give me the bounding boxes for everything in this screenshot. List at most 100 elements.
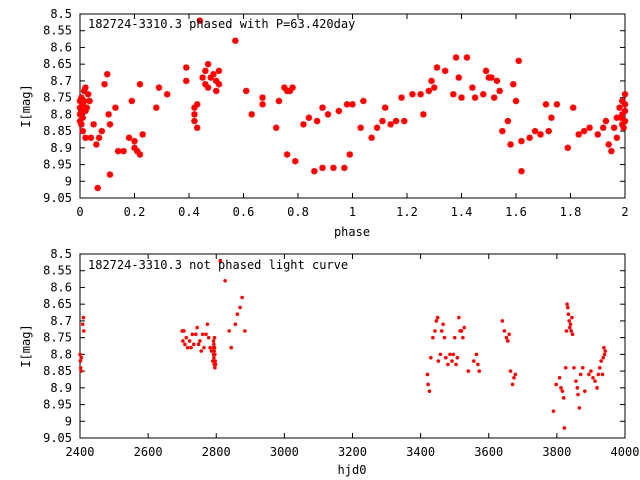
data-point [452,54,460,61]
data-point [480,91,487,98]
data-point [451,352,456,357]
data-point [568,322,573,327]
y-tick-label: 8.7 [50,314,72,328]
data-point [586,124,593,131]
data-point [324,111,332,118]
data-point [200,332,205,337]
data-point [259,101,266,108]
data-point [136,151,144,158]
x-tick-label: 1.6 [505,205,527,219]
data-point [78,365,83,370]
data-point [455,74,462,81]
data-point [198,339,202,343]
data-point [426,382,430,387]
data-point [566,312,571,317]
data-point [204,332,208,337]
data-point [93,141,100,148]
unphased-ticks [79,253,626,439]
y-tick-label: 8.5 [50,7,72,21]
data-point [593,379,597,383]
x-tick-label: 3400 [406,445,435,459]
data-point [518,137,525,145]
data-point [387,121,394,128]
data-point [493,77,501,85]
data-point [191,342,196,347]
data-point [79,369,83,373]
x-tick-label: 3800 [542,445,571,459]
data-point [454,362,458,367]
data-point [182,329,186,333]
data-point [98,127,105,135]
y-tick-label: 8.55 [43,24,72,38]
data-point [433,64,441,71]
data-point [227,329,231,333]
data-point [448,352,452,357]
data-point [617,114,625,121]
data-point [202,67,209,75]
data-point [608,147,615,155]
x-tick-label: 0.2 [124,205,146,219]
data-point [83,104,91,111]
data-point [613,134,621,141]
data-point [482,67,490,75]
data-point [605,141,612,148]
data-point [512,375,516,380]
data-point [213,365,217,370]
data-point [105,111,112,118]
data-point [474,352,479,357]
data-point [373,124,381,131]
data-point [94,184,101,192]
data-point [128,97,135,105]
x-tick-label: 2600 [134,445,163,459]
data-point [621,107,629,115]
phased-x-axis-label: phase [334,225,370,239]
data-point [565,302,569,306]
x-tick-label: 2800 [202,445,231,459]
data-point [155,84,163,91]
data-point [79,355,84,360]
data-point [583,389,587,393]
data-point [439,329,444,333]
data-point [515,57,522,65]
data-point [441,67,449,75]
data-point [78,359,83,363]
data-point [78,352,82,357]
data-point [442,335,447,340]
data-point [560,389,565,393]
y-tick-label: 9 [65,174,72,188]
data-point [507,332,511,337]
data-point [463,54,471,61]
data-point [420,111,427,118]
data-point [357,124,364,131]
data-point [554,382,558,387]
data-point [499,127,506,135]
data-point [204,84,212,91]
data-point [193,101,201,108]
data-point [455,355,460,360]
data-point [81,329,86,333]
data-point [238,305,242,310]
data-point [433,329,437,333]
data-point [212,355,216,360]
data-point [205,322,210,327]
x-tick-label: 0.6 [233,205,255,219]
data-point [120,147,127,155]
data-point [311,168,318,175]
unphased-points [78,258,608,430]
data-point [469,84,476,91]
data-point [82,134,89,141]
data-point [106,171,114,178]
y-tick-label: 8.5 [50,247,72,261]
data-point [330,164,337,172]
data-point [580,365,585,370]
data-point [80,322,85,327]
data-point [191,111,198,118]
x-tick-label: 1.2 [396,205,418,219]
data-point [213,87,220,95]
data-point [213,362,218,367]
data-point [570,315,574,320]
x-tick-label: 2400 [66,445,95,459]
data-point [106,121,114,128]
data-point [427,389,432,393]
data-point [360,97,367,105]
